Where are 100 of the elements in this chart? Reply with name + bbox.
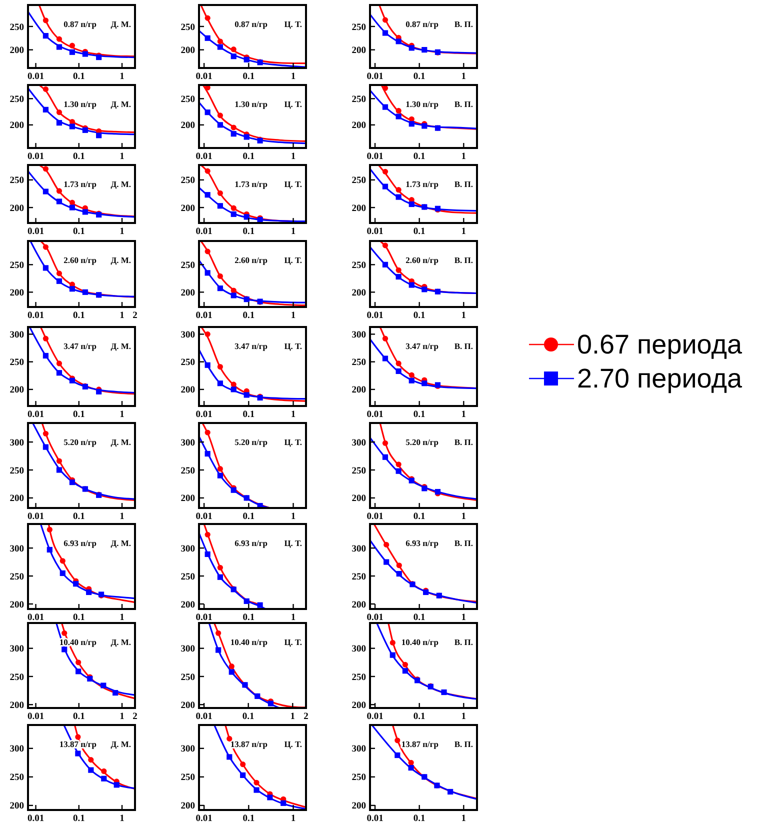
y-tick-label: 250 [352,176,366,186]
point [382,104,388,110]
point [390,652,396,658]
annotation: Ц. Т. [284,739,302,749]
point [114,782,120,788]
point [56,120,62,126]
annotation: В. П. [454,437,473,447]
point [408,378,414,384]
point [56,36,62,42]
point [62,646,68,652]
point [217,44,223,50]
point [217,112,223,118]
x-tick-label: 0.01 [366,712,384,722]
point [204,248,210,254]
point [396,570,402,577]
point [76,660,82,666]
annotation: Ц. Т. [284,179,302,189]
point [88,767,94,773]
point [217,466,223,472]
point [422,286,428,292]
point [217,190,223,196]
y-tick-label: 250 [10,773,24,784]
point [408,201,414,208]
annotation: Д. М. [110,341,131,351]
point [46,546,52,553]
x-tick-label: 2 [304,712,309,722]
x-tick-label: 0.01 [27,152,44,162]
annotation: 6.93 п/гр [406,538,439,548]
annotation: Д. М. [110,99,131,109]
y-tick-label: 250 [352,572,366,582]
point [204,331,210,337]
x-tick-label: 2 [132,712,138,722]
annotation: Ц. Т. [284,19,302,29]
x-tick-label: 1 [290,72,296,82]
point [42,166,49,172]
point [76,668,82,674]
point [230,211,236,217]
x-tick-label: 1 [290,152,296,162]
y-tick-label: 200 [10,700,24,711]
point [204,551,210,557]
annotation: 0.87 п/гр [234,19,268,29]
annotation: 1.73 п/гр [406,179,439,189]
point [216,630,222,636]
x-tick-label: 1 [461,613,466,623]
y-tick-label: 250 [180,260,196,271]
point [382,336,388,342]
annotation: Ц. Т. [284,99,302,109]
point [62,630,68,636]
point [396,194,402,200]
x-tick-label: 0.1 [413,152,426,162]
x-tick-label: 1 [461,227,466,237]
x-tick-label: 0.01 [27,613,44,623]
x-tick-label: 0.1 [413,512,426,522]
y-tick-label: 250 [180,22,196,33]
x-tick-label: 1 [120,311,125,321]
point [244,56,250,62]
point [396,368,402,374]
x-tick-label: 0.01 [27,410,44,420]
annotation: 3.47 п/гр [406,341,439,351]
annotation: 1.30 п/гр [406,99,439,109]
y-tick-label: 250 [10,466,24,476]
point [42,188,49,194]
point [56,458,62,464]
y-tick-label: 200 [10,204,24,214]
y-tick-label: 250 [10,358,24,368]
point [86,589,92,596]
y-tick-label: 250 [10,22,24,33]
x-tick-label: 1 [290,311,296,321]
point [82,209,88,215]
point [382,30,388,36]
x-tick-label: 0.01 [27,814,44,822]
x-tick-label: 1 [290,410,296,420]
annotation: 0.87 п/гр [64,19,97,29]
y-tick-label: 200 [10,288,24,298]
x-tick-label: 1 [120,512,125,522]
x-tick-label: 0.01 [27,311,44,321]
x-tick-label: 0.1 [413,410,426,420]
x-tick-label: 1 [120,814,125,822]
point [382,440,388,446]
point [75,734,81,740]
annotation: 1.73 п/гр [234,179,268,189]
point [217,273,223,279]
annotation: В. П. [454,538,473,548]
point [230,205,236,211]
point [230,386,236,392]
annotation: 3.47 п/гр [64,341,97,351]
point [56,198,62,204]
point [42,265,49,271]
x-tick-label: 0.1 [242,410,255,420]
point [42,336,49,342]
point [230,54,236,60]
y-tick-label: 200 [180,46,196,56]
point [42,244,49,250]
x-tick-label: 0.1 [413,814,426,822]
y-tick-label: 300 [10,438,24,448]
point [216,647,222,653]
point [267,794,273,800]
point [230,288,236,294]
x-tick-label: 0.1 [72,311,86,321]
x-tick-label: 0.1 [413,311,426,321]
